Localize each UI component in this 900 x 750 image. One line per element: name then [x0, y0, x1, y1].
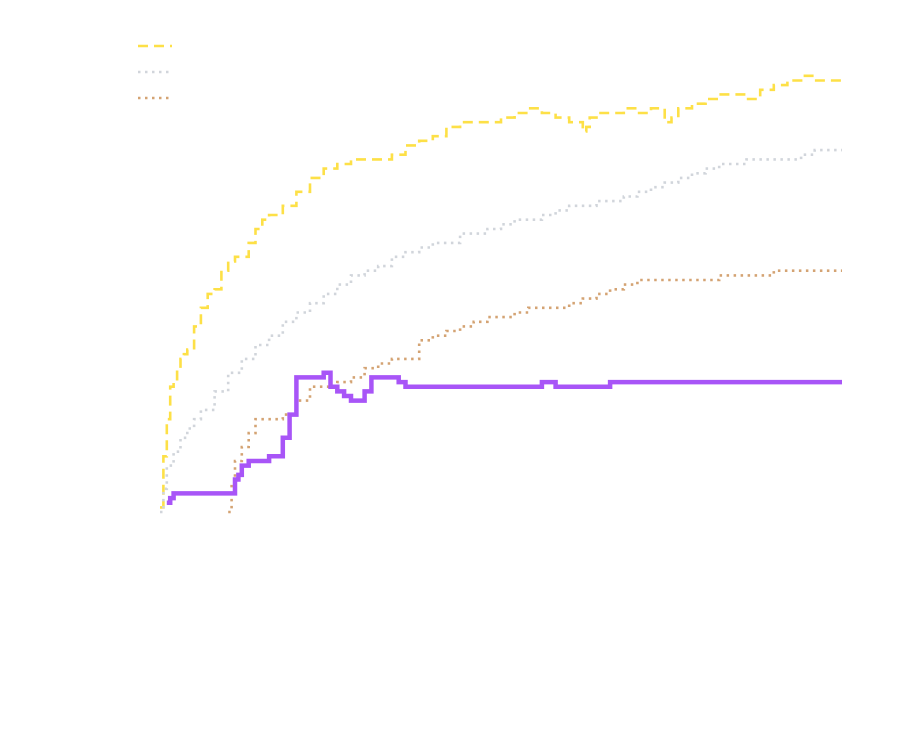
series-layer	[160, 74, 844, 514]
series-line-4	[166, 370, 842, 505]
series-line-1	[160, 74, 844, 509]
series-line-2	[160, 148, 842, 514]
chart-legend	[138, 44, 172, 100]
